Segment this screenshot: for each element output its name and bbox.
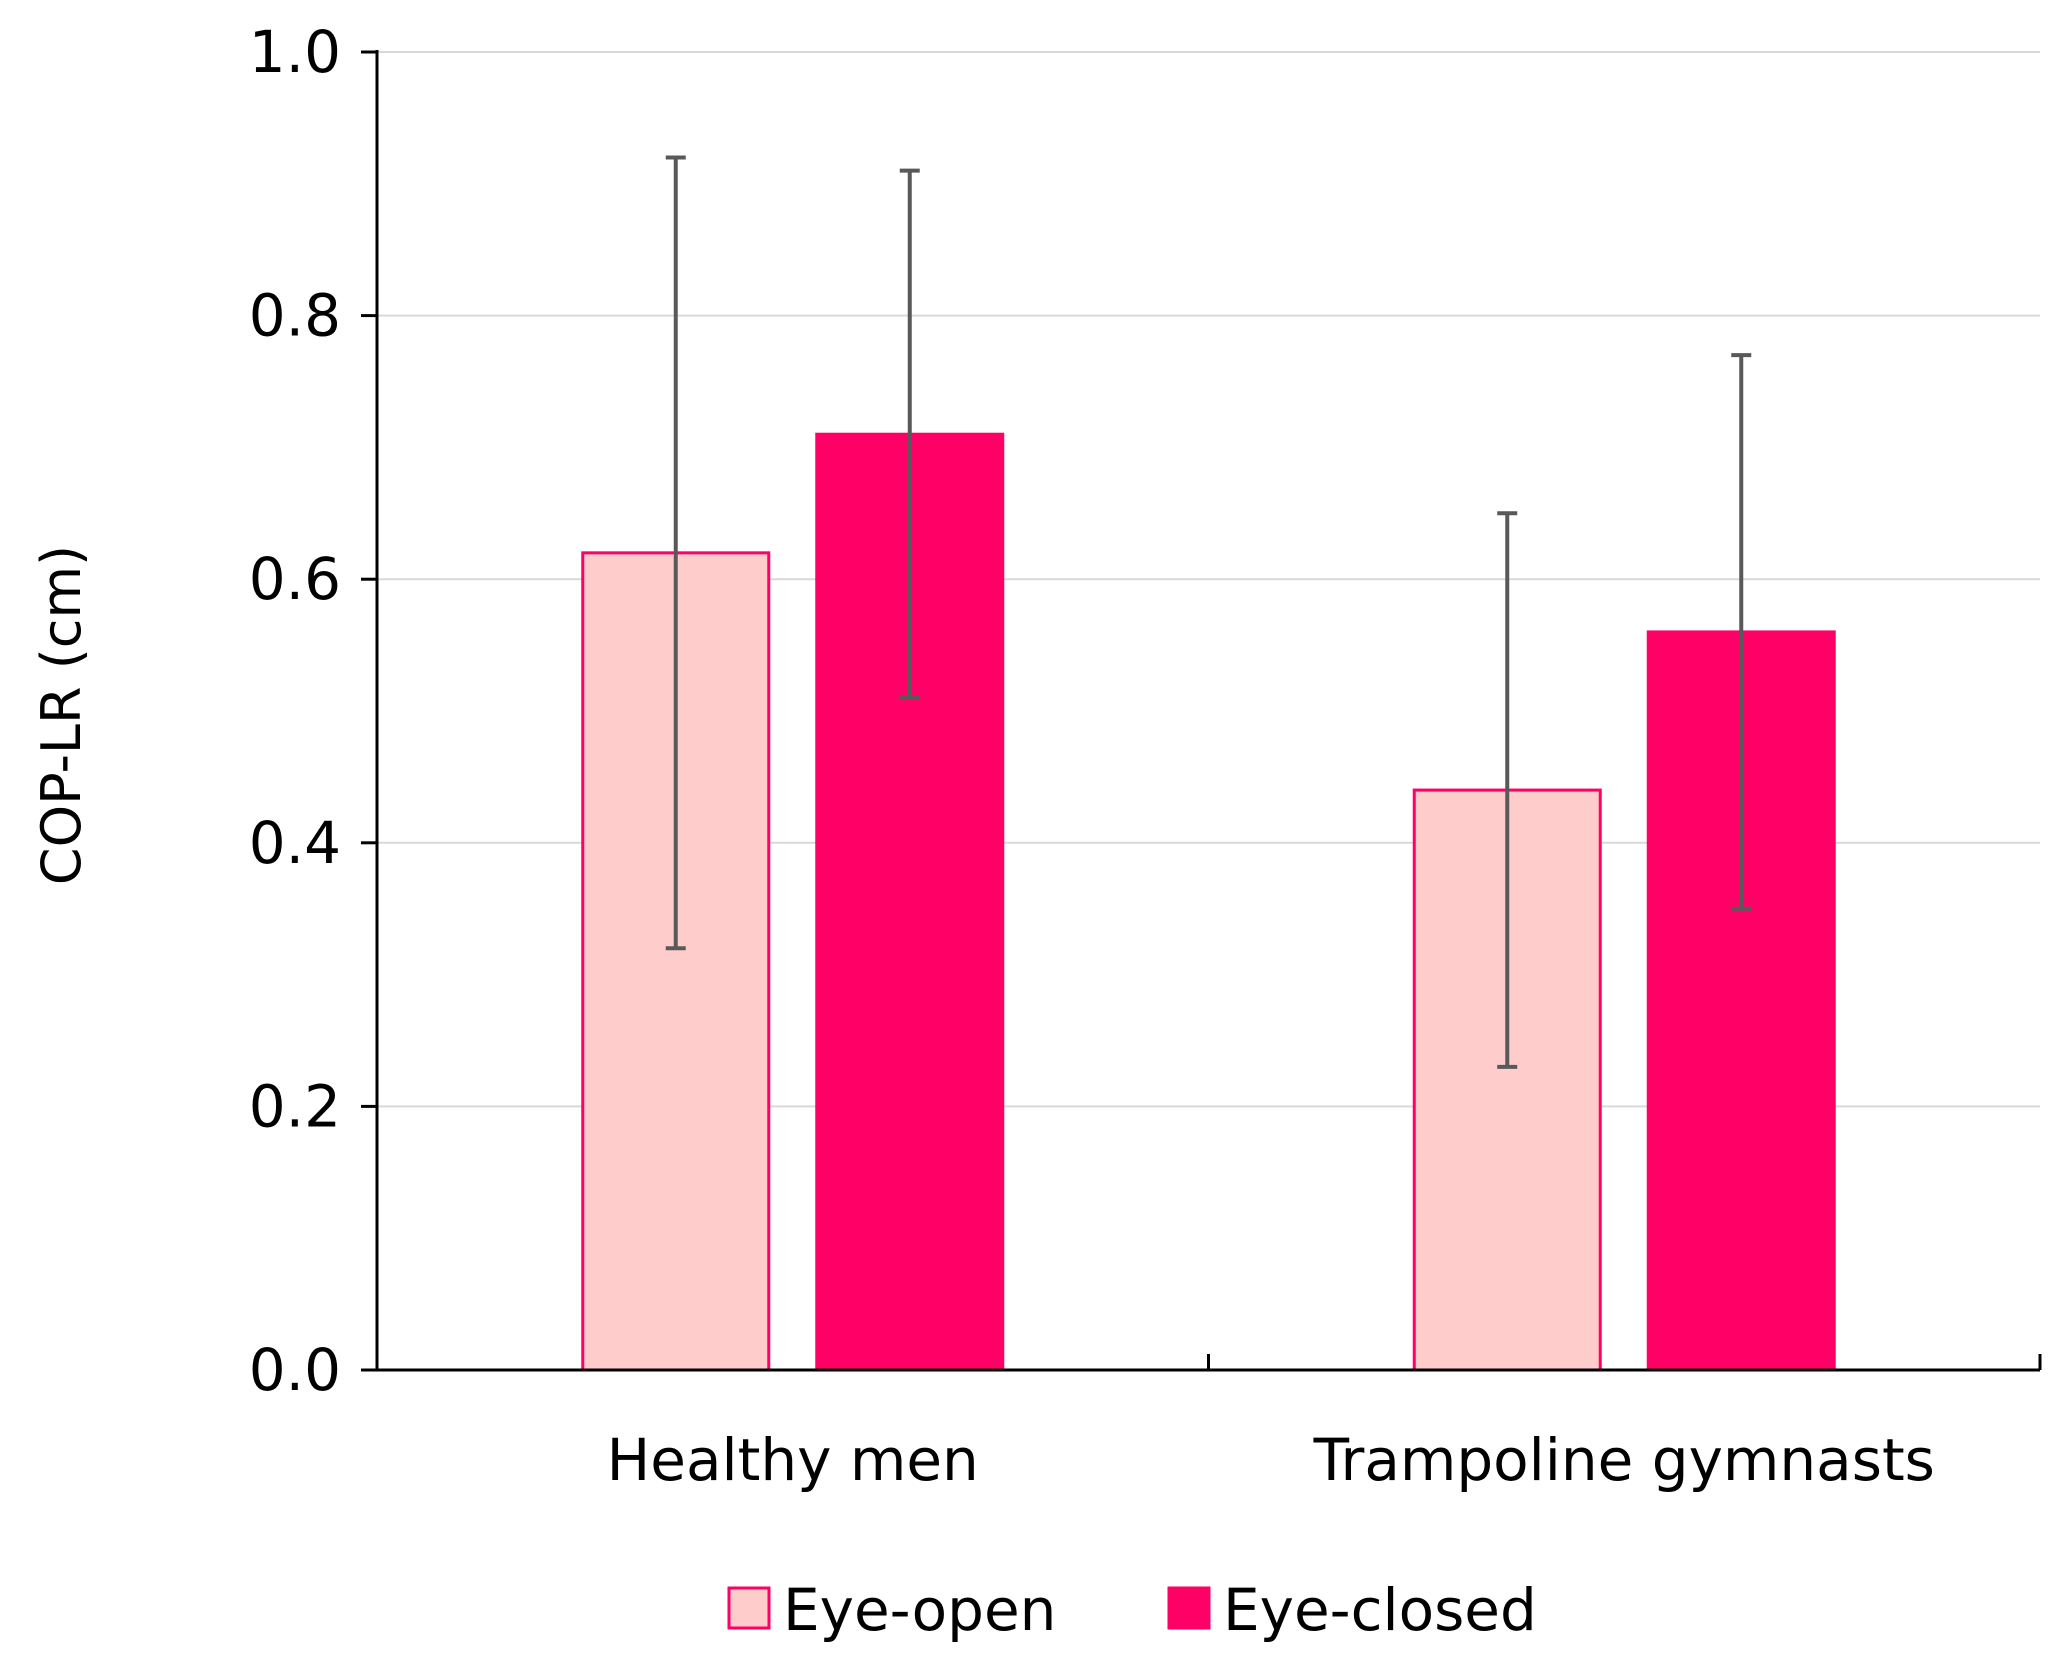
x-category-label: Healthy men <box>607 1426 979 1494</box>
legend-label: Eye-closed <box>1223 1576 1537 1644</box>
legend-label: Eye-open <box>783 1576 1056 1644</box>
y-tick-label: 0.2 <box>249 1072 341 1140</box>
axes <box>361 50 2042 1372</box>
y-tick-label: 0.6 <box>249 545 341 613</box>
x-category-label: Trampoline gymnasts <box>1313 1426 1935 1494</box>
y-tick-label: 0.4 <box>249 809 341 877</box>
y-tick-labels: 0.0 0.2 0.4 0.6 0.8 1.0 <box>249 18 341 1404</box>
y-tick-label: 1.0 <box>249 18 341 86</box>
y-tick-label: 0.8 <box>249 282 341 350</box>
legend-swatch-eye-open <box>727 1586 771 1630</box>
y-axis-title: COP-LR (cm) <box>30 545 93 885</box>
error-bars <box>665 155 1752 1069</box>
bars <box>581 432 1836 1372</box>
x-category-labels: Healthy men Trampoline gymnasts <box>607 1426 1935 1494</box>
legend-swatch-eye-closed <box>1167 1586 1211 1630</box>
legend: Eye-open Eye-closed <box>727 1576 1537 1644</box>
y-tick-label: 0.0 <box>249 1336 341 1404</box>
